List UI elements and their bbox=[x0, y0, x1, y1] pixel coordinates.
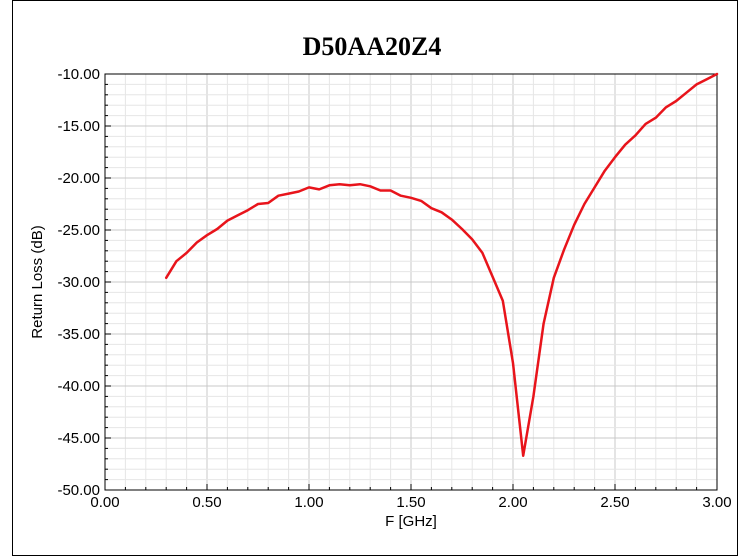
chart-border bbox=[12, 0, 738, 556]
series-layer bbox=[164, 72, 719, 457]
y-tick-label: -30.00 bbox=[57, 274, 100, 291]
y-tick-label: -20.00 bbox=[57, 170, 100, 187]
x-tick-labels: 0.00 0.50 1.00 1.50 2.00 2.50 3.00 bbox=[90, 494, 731, 511]
x-tick-label: 2.50 bbox=[600, 494, 629, 511]
y-tick-labels: -10.00 -15.00 -20.00 -25.00 -30.00 -35.00 -40.… bbox=[57, 66, 100, 499]
y-tick-label: -40.00 bbox=[57, 378, 100, 395]
y-axis-label: Return Loss (dB) bbox=[29, 225, 46, 338]
x-tick-label: 0.00 bbox=[90, 494, 119, 511]
grid bbox=[105, 74, 717, 490]
x-tick-label: 3.00 bbox=[702, 494, 731, 511]
x-tick-label: 0.50 bbox=[192, 494, 221, 511]
x-tick-label: 1.00 bbox=[294, 494, 323, 511]
x-tick-label: 2.00 bbox=[498, 494, 527, 511]
y-tick-label: -15.00 bbox=[57, 118, 100, 135]
y-tick-label: -10.00 bbox=[57, 66, 100, 83]
chart-title: D50AA20Z4 bbox=[303, 32, 442, 61]
y-tick-label: -45.00 bbox=[57, 430, 100, 447]
x-tick-label: 1.50 bbox=[396, 494, 425, 511]
series-line-1 bbox=[164, 72, 719, 457]
x-axis-label: F [GHz] bbox=[385, 513, 437, 530]
y-tick-label: -25.00 bbox=[57, 222, 100, 239]
y-tick-label: -50.00 bbox=[57, 482, 100, 499]
y-tick-label: -35.00 bbox=[57, 326, 100, 343]
plot-area-border bbox=[104, 73, 718, 491]
